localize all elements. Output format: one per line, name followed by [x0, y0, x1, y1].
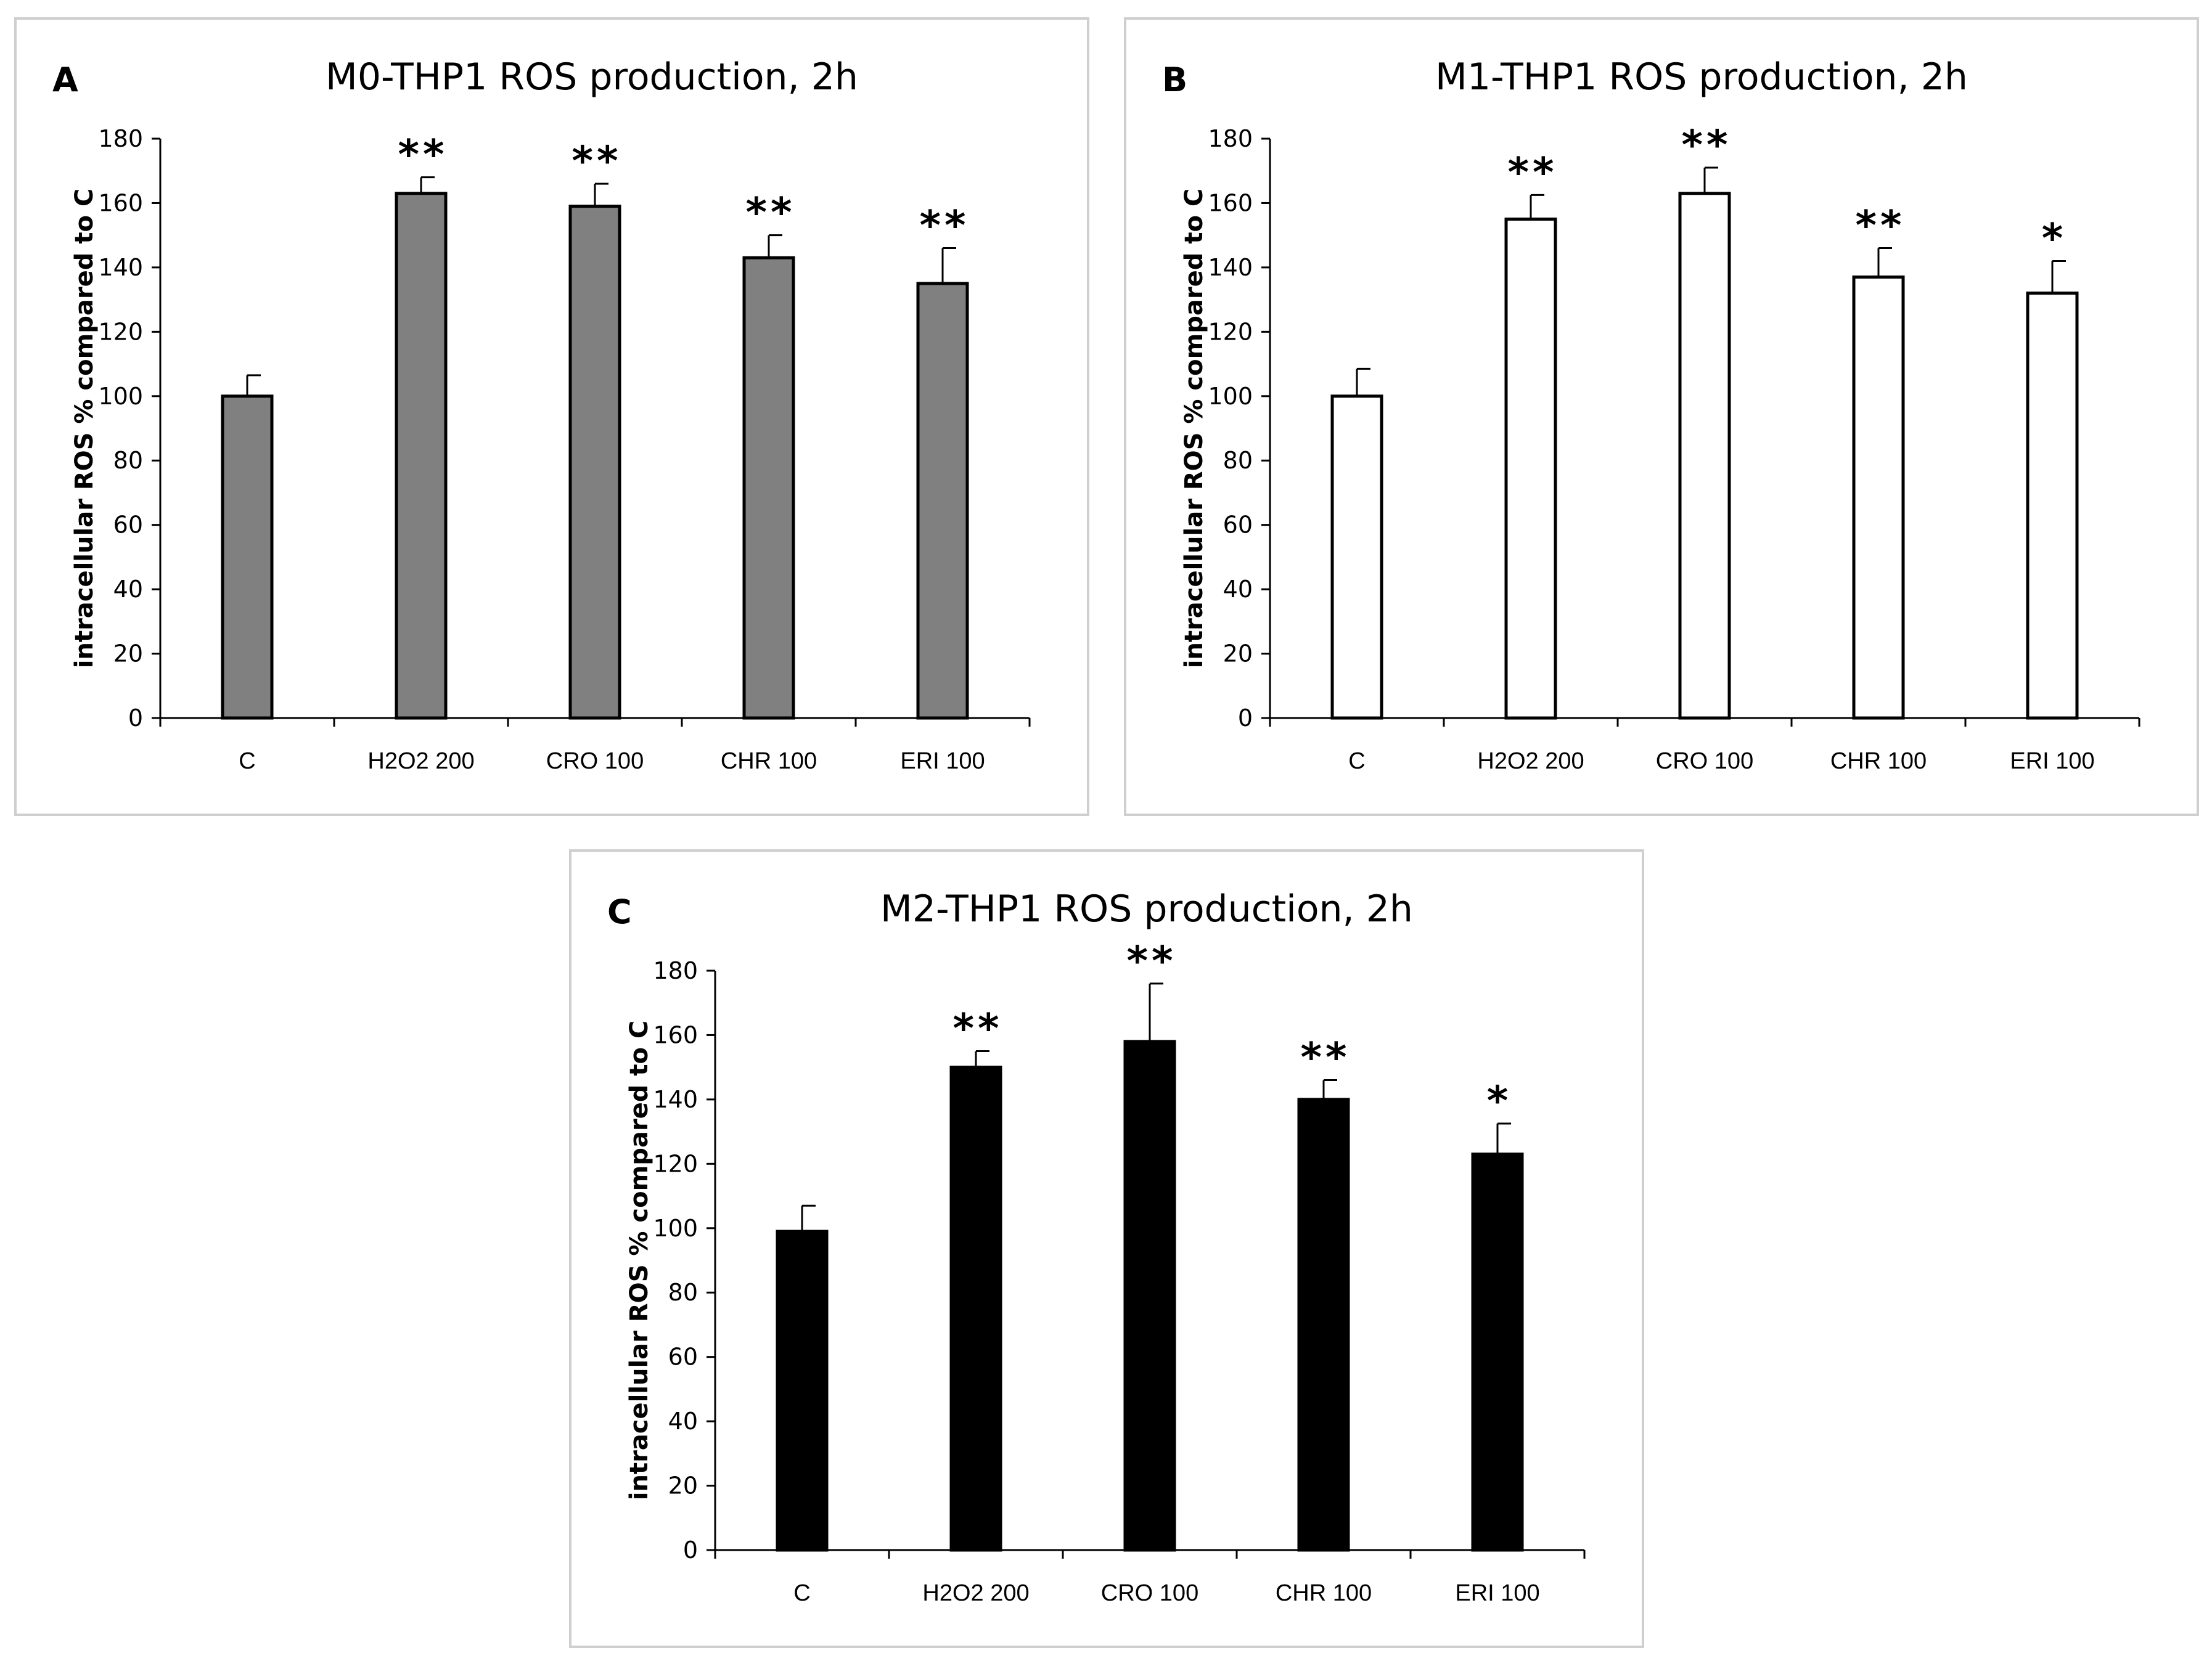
y-axis-label: intracellular ROS % compared to C — [1180, 189, 1208, 668]
bar — [1297, 1098, 1350, 1552]
bar — [916, 282, 969, 720]
y-tick-label: 80 — [1223, 447, 1253, 474]
y-tick-label: 120 — [653, 1150, 698, 1177]
y-tick-label: 180 — [653, 957, 698, 984]
y-tick-label: 180 — [98, 125, 143, 152]
y-tick-label: 0 — [683, 1536, 698, 1564]
significance-marker: ** — [952, 1005, 1002, 1053]
bar — [221, 394, 274, 720]
x-tick-label: CRO 100 — [1656, 748, 1753, 774]
panel-label: C — [607, 892, 632, 931]
y-tick-label: 100 — [98, 383, 143, 410]
y-tick-label: 20 — [113, 640, 143, 667]
y-tick-label: 140 — [1208, 254, 1253, 281]
chart-panel-c: C M2-THP1 ROS production, 2h intracellular… — [569, 849, 1644, 1648]
bar — [1471, 1153, 1524, 1552]
panel-frame — [14, 17, 1089, 816]
y-tick-label: 160 — [653, 1021, 698, 1048]
significance-marker: ** — [1855, 202, 1905, 250]
significance-marker: ** — [745, 189, 795, 237]
y-tick-label: 160 — [98, 189, 143, 216]
bar — [1678, 192, 1731, 720]
x-tick-label: ERI 100 — [1455, 1580, 1539, 1606]
y-tick-label: 0 — [128, 704, 143, 732]
y-axis-label: intracellular ROS % compared to C — [625, 1021, 653, 1500]
x-tick-label: C — [1348, 748, 1365, 774]
y-tick-label: 140 — [98, 254, 143, 281]
x-tick-label: CHR 100 — [721, 748, 817, 774]
y-tick-label: 60 — [668, 1344, 698, 1371]
chart-title: M2-THP1 ROS production, 2h — [880, 888, 1413, 931]
panel-label: A — [52, 60, 78, 99]
panel-label: B — [1162, 60, 1187, 99]
x-tick-label: H2O2 200 — [922, 1580, 1029, 1606]
y-tick-label: 20 — [668, 1472, 698, 1500]
x-tick-label: H2O2 200 — [1477, 748, 1584, 774]
panel-frame — [1124, 17, 2199, 816]
x-tick-label: ERI 100 — [2010, 748, 2094, 774]
significance-marker: * — [1487, 1077, 1512, 1125]
significance-marker: * — [2042, 214, 2067, 262]
y-tick-label: 180 — [1208, 125, 1253, 152]
x-tick-label: ERI 100 — [900, 748, 985, 774]
bar — [395, 192, 448, 720]
y-tick-label: 100 — [1208, 383, 1253, 410]
y-tick-label: 120 — [1208, 318, 1253, 345]
y-tick-label: 40 — [668, 1408, 698, 1435]
bar — [1330, 394, 1383, 720]
chart-panel-b: B M1-THP1 ROS production, 2h intracellular… — [1124, 17, 2199, 816]
x-tick-label: C — [239, 748, 255, 774]
chart-title: M0-THP1 ROS production, 2h — [326, 55, 858, 99]
x-tick-label: H2O2 200 — [367, 748, 474, 774]
y-tick-label: 160 — [1208, 189, 1253, 216]
y-tick-label: 120 — [98, 318, 143, 345]
y-tick-label: 60 — [113, 512, 143, 539]
y-tick-label: 100 — [653, 1215, 698, 1242]
bar — [568, 205, 621, 720]
bar — [1852, 275, 1905, 720]
y-tick-label: 80 — [113, 447, 143, 474]
significance-marker: ** — [1681, 121, 1731, 169]
chart-title: M1-THP1 ROS production, 2h — [1435, 55, 1968, 99]
significance-marker: ** — [571, 137, 621, 185]
significance-marker: ** — [1507, 149, 1557, 196]
x-tick-label: C — [793, 1580, 810, 1606]
y-tick-label: 60 — [1223, 512, 1253, 539]
y-tick-label: 0 — [1238, 704, 1253, 732]
bar — [742, 256, 795, 720]
significance-marker: ** — [1300, 1034, 1350, 1082]
x-tick-label: CRO 100 — [1101, 1580, 1198, 1606]
y-tick-label: 40 — [1223, 576, 1253, 603]
x-tick-label: CHR 100 — [1276, 1580, 1372, 1606]
x-tick-label: CHR 100 — [1830, 748, 1927, 774]
panel-frame — [569, 849, 1644, 1648]
chart-panel-a: A M0-THP1 ROS production, 2h intracellular… — [14, 17, 1089, 816]
y-tick-label: 80 — [668, 1279, 698, 1306]
bar — [1123, 1040, 1176, 1552]
bar — [1504, 218, 1557, 720]
bar — [2026, 292, 2079, 720]
significance-marker: ** — [398, 131, 448, 179]
bar — [949, 1066, 1002, 1552]
y-tick-label: 140 — [653, 1086, 698, 1113]
significance-marker: ** — [919, 202, 969, 250]
bar — [776, 1230, 829, 1552]
y-axis-label: intracellular ROS % compared to C — [70, 189, 99, 668]
significance-marker: ** — [1126, 937, 1176, 985]
y-tick-label: 40 — [113, 576, 143, 603]
x-tick-label: CRO 100 — [546, 748, 644, 774]
y-tick-label: 20 — [1223, 640, 1253, 667]
